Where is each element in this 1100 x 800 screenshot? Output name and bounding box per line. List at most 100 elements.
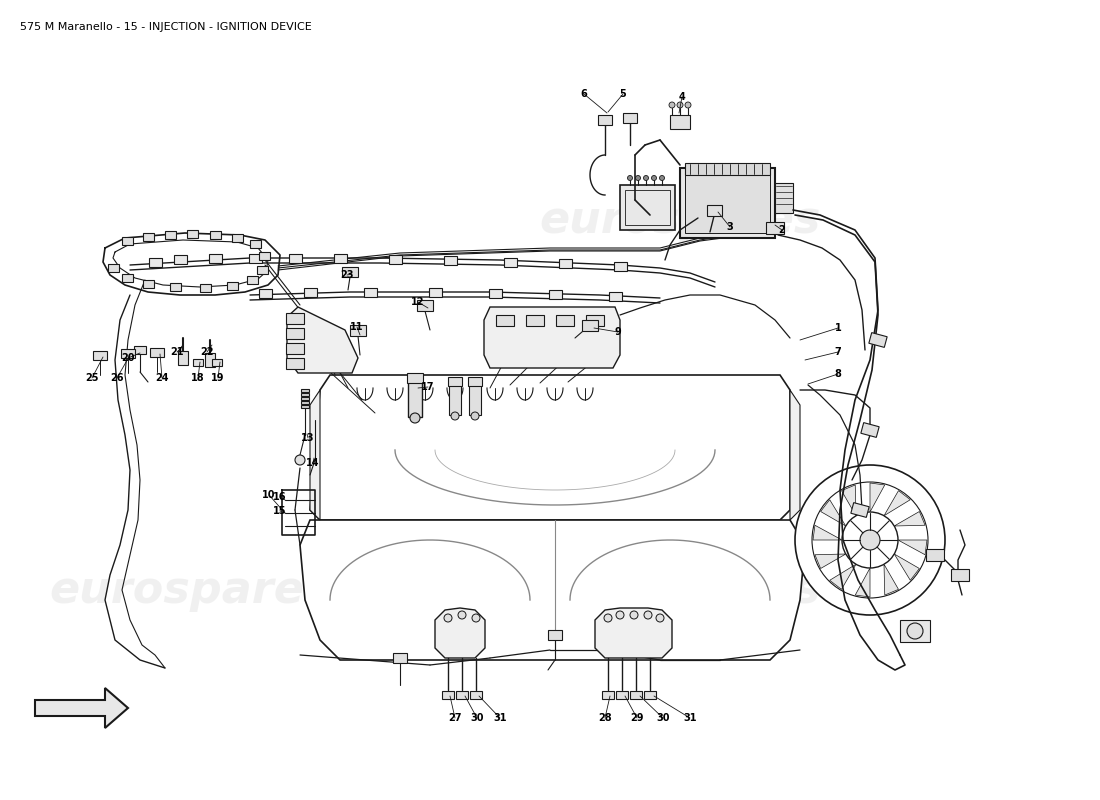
Bar: [169, 283, 180, 291]
Circle shape: [410, 413, 420, 423]
Bar: [301, 401, 309, 403]
Bar: [504, 258, 517, 266]
Bar: [121, 237, 132, 245]
Bar: [165, 231, 176, 239]
Bar: [598, 115, 612, 125]
Bar: [333, 254, 346, 262]
Bar: [549, 290, 561, 298]
Bar: [304, 287, 317, 297]
Bar: [582, 319, 598, 330]
Circle shape: [660, 175, 664, 181]
Bar: [408, 382, 422, 417]
Bar: [586, 314, 604, 326]
Bar: [630, 691, 642, 699]
Bar: [442, 691, 454, 699]
Text: 15: 15: [273, 506, 287, 516]
Text: 20: 20: [121, 353, 134, 363]
Circle shape: [604, 614, 612, 622]
Bar: [301, 405, 309, 407]
Bar: [150, 347, 164, 357]
Polygon shape: [595, 608, 672, 658]
Bar: [231, 234, 242, 242]
Bar: [559, 258, 572, 267]
Bar: [443, 255, 456, 265]
Text: 30: 30: [471, 713, 484, 723]
Bar: [620, 185, 675, 230]
Bar: [926, 549, 944, 561]
Bar: [850, 502, 869, 518]
Text: 25: 25: [86, 373, 99, 383]
Text: 31: 31: [493, 713, 507, 723]
Bar: [448, 377, 462, 386]
Text: 2: 2: [779, 225, 785, 235]
Bar: [108, 264, 119, 272]
Bar: [456, 691, 468, 699]
Circle shape: [685, 102, 691, 108]
Bar: [174, 254, 187, 263]
Circle shape: [669, 102, 675, 108]
Polygon shape: [829, 564, 856, 590]
Bar: [900, 620, 930, 642]
Polygon shape: [855, 568, 870, 597]
Bar: [623, 113, 637, 123]
Text: 28: 28: [598, 713, 612, 723]
Text: 3: 3: [727, 222, 734, 232]
Polygon shape: [884, 490, 911, 516]
Bar: [205, 353, 214, 367]
Bar: [602, 691, 614, 699]
Text: 1: 1: [835, 323, 842, 333]
Text: 23: 23: [340, 270, 354, 280]
Bar: [608, 291, 622, 301]
Circle shape: [651, 175, 657, 181]
Text: 26: 26: [110, 373, 123, 383]
Bar: [469, 385, 481, 415]
Text: 8: 8: [835, 369, 842, 379]
Bar: [286, 358, 304, 369]
Bar: [148, 258, 162, 266]
Bar: [616, 691, 628, 699]
Text: 7: 7: [835, 347, 842, 357]
Bar: [449, 385, 461, 415]
Bar: [286, 313, 304, 323]
Text: 4: 4: [679, 92, 685, 102]
Bar: [670, 115, 690, 129]
Bar: [869, 333, 888, 347]
Polygon shape: [870, 483, 884, 512]
Text: 24: 24: [155, 373, 168, 383]
Bar: [952, 569, 969, 581]
Circle shape: [908, 623, 923, 639]
Text: 18: 18: [191, 373, 205, 383]
Bar: [121, 274, 132, 282]
Text: eurospares: eurospares: [539, 569, 821, 611]
Circle shape: [616, 611, 624, 619]
Polygon shape: [842, 485, 856, 516]
Polygon shape: [790, 390, 800, 520]
Circle shape: [444, 614, 452, 622]
Circle shape: [630, 611, 638, 619]
Bar: [209, 231, 220, 239]
Bar: [250, 240, 261, 248]
Bar: [417, 299, 433, 310]
Bar: [614, 262, 627, 270]
Circle shape: [644, 175, 649, 181]
Bar: [199, 284, 210, 292]
Text: 27: 27: [449, 713, 462, 723]
Circle shape: [644, 611, 652, 619]
Bar: [470, 691, 482, 699]
Bar: [706, 205, 722, 215]
Polygon shape: [300, 520, 805, 660]
Bar: [861, 422, 879, 438]
Bar: [556, 314, 574, 326]
Circle shape: [636, 175, 640, 181]
Circle shape: [451, 412, 459, 420]
Bar: [288, 254, 301, 262]
Text: 11: 11: [350, 322, 364, 332]
Bar: [143, 233, 154, 241]
Bar: [685, 173, 770, 233]
Text: 6: 6: [581, 89, 587, 99]
Bar: [192, 358, 204, 366]
Bar: [388, 254, 401, 263]
Text: 16: 16: [273, 492, 287, 502]
Bar: [209, 254, 221, 262]
Bar: [301, 389, 309, 391]
